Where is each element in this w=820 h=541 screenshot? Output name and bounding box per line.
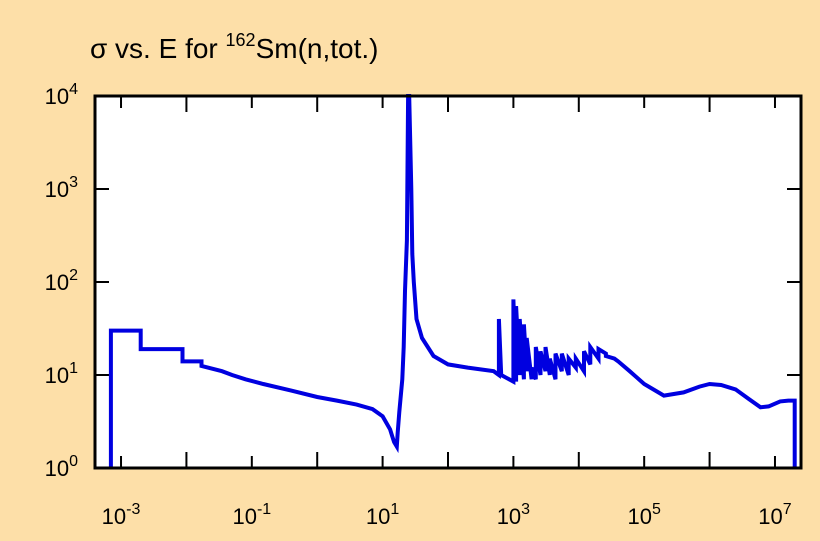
x-tick-label: 10-3 <box>102 501 141 529</box>
series-line <box>108 94 797 468</box>
chart-title: σ vs. E for 162Sm(n,tot.) <box>90 30 379 64</box>
y-tick-label: 104 <box>45 81 78 109</box>
y-tick-label: 103 <box>45 174 78 202</box>
x-tick-label: 101 <box>366 501 399 529</box>
x-tick-label: 103 <box>497 501 530 529</box>
chart-title-superscript: 162 <box>226 30 256 50</box>
y-tick-label: 100 <box>45 453 78 481</box>
plot-area <box>95 96 801 468</box>
plot-frame <box>93 94 803 470</box>
y-tick-label: 101 <box>45 360 78 388</box>
chart-title-suffix: Sm(n,tot.) <box>256 33 379 64</box>
y-tick-label: 102 <box>45 267 78 295</box>
x-tick-label: 105 <box>627 501 660 529</box>
chart-title-prefix: σ vs. E for <box>90 33 226 64</box>
x-tick-label: 10-1 <box>232 501 271 529</box>
x-tick-label: 107 <box>758 501 791 529</box>
